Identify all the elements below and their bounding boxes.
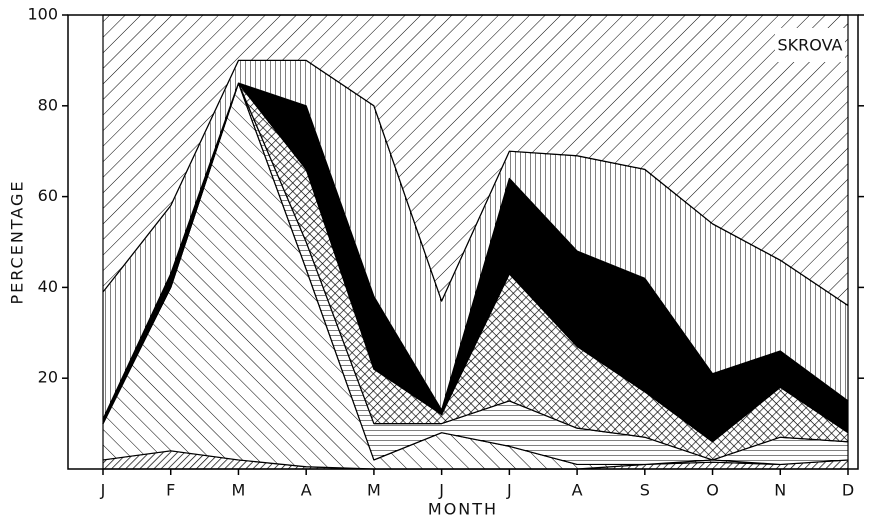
y-tick-label: 60	[38, 186, 58, 205]
x-tick-label: O	[706, 481, 719, 500]
x-tick-label: M	[367, 481, 381, 500]
x-tick-label: J	[506, 481, 512, 500]
y-axis-label: PERCENTAGE	[8, 179, 27, 304]
x-tick-label: J	[438, 481, 444, 500]
y-tick-label: 80	[38, 95, 58, 114]
x-tick-label: S	[640, 481, 650, 500]
x-tick-label: M	[232, 481, 246, 500]
x-tick-label: F	[166, 481, 175, 500]
annotation-box	[775, 28, 845, 62]
plot-frame	[67, 14, 859, 470]
y-tick-label: 40	[38, 277, 58, 296]
y-tick-label: 20	[38, 368, 58, 387]
x-tick-label: A	[301, 481, 312, 500]
x-tick-label: D	[842, 481, 854, 500]
y-tick-label: 100	[27, 5, 58, 24]
x-tick-label: N	[774, 481, 786, 500]
annotation: SKROVA	[778, 36, 843, 55]
x-axis-label: MONTH	[428, 500, 498, 519]
x-tick-label: J	[100, 481, 106, 500]
x-tick-label: A	[572, 481, 583, 500]
